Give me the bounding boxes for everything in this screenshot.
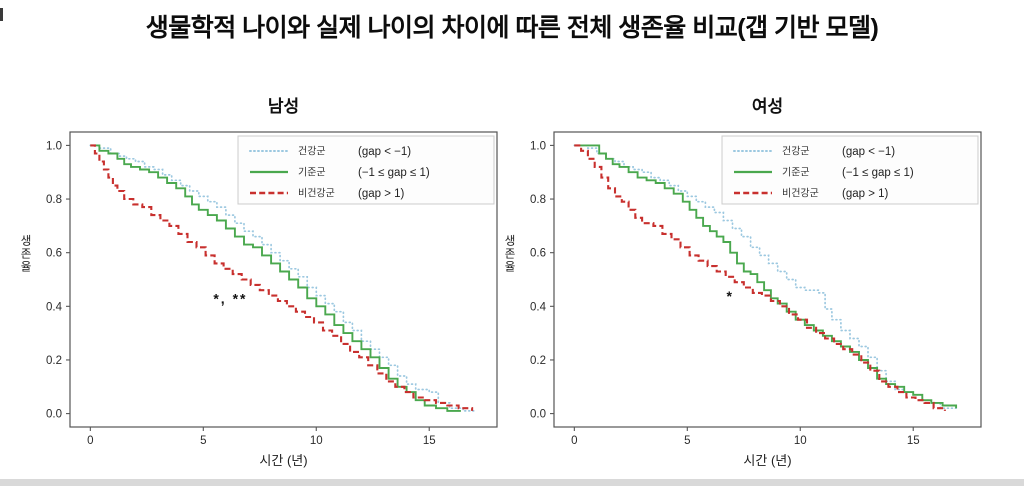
male-chart-title: 남성 <box>267 97 300 116</box>
legend-group-name: 기준군 <box>298 167 326 179</box>
legend: 건강군 (gap < −1) 기준군 (−1 ≤ gap ≤ 1) 비건강군 (gap >… <box>237 135 495 205</box>
legend-gap-condition: (gap < −1) <box>358 146 411 158</box>
significance-annotation: * <box>726 288 733 304</box>
legend-item-reference-group: 기준군 (−1 ≤ gap ≤ 1) <box>250 167 430 179</box>
y-tick-label: 1.0 <box>530 140 546 152</box>
legend-gap-condition: (gap < −1) <box>842 146 895 158</box>
y-tick-label: 0.8 <box>530 194 546 206</box>
unhealthy-group-curve <box>574 144 946 411</box>
x-tick-label: 10 <box>794 435 807 447</box>
healthy-group-curve <box>573 144 957 410</box>
y-tick-label: 0.6 <box>46 248 62 260</box>
legend-gap-condition: (gap > 1) <box>842 188 889 200</box>
legend-group-name: 건강군 <box>782 146 810 158</box>
legend-group-name: 기준군 <box>782 167 810 179</box>
y-tick-label: 0.0 <box>530 409 546 421</box>
page-title: 생물학적 나이와 실제 나이의 차이에 따른 전체 생존율 비교(갭 기반 모델… <box>145 14 879 42</box>
y-tick-label: 1.0 <box>46 140 62 152</box>
reference-group-curve <box>90 144 461 412</box>
legend-item-reference-group: 기준군 (−1 ≤ gap ≤ 1) <box>734 167 914 179</box>
y-tick-label: 0.4 <box>530 301 547 313</box>
healthy-group-curve <box>89 144 478 412</box>
legend-item-healthy-group: 건강군 (gap < −1) <box>732 146 895 158</box>
legend-gap-condition: (−1 ≤ gap ≤ 1) <box>842 167 914 179</box>
y-tick-label: 0.0 <box>46 409 62 421</box>
x-tick-label: 0 <box>571 435 577 447</box>
legend-group-name: 비건강군 <box>782 188 819 200</box>
x-axis-label: 시간 (년) <box>259 453 307 468</box>
x-tick-label: 0 <box>87 435 93 447</box>
legend-item-healthy-group: 건강군 (gap < −1) <box>248 146 411 158</box>
x-tick-label: 15 <box>423 435 436 447</box>
y-tick-label: 0.2 <box>46 355 62 367</box>
legend-gap-condition: (gap > 1) <box>358 188 405 200</box>
unhealthy-group-curve <box>90 144 474 411</box>
male-survival-chart: 남성 0 5 10 15 0.0 0.2 0.4 0.6 0.8 1.0 시간 (년) 생 존 율 건강군 (… <box>0 90 512 476</box>
legend-gap-condition: (−1 ≤ gap ≤ 1) <box>358 167 430 179</box>
bottom-edge-strip <box>0 479 1024 486</box>
male-survival-plot: 0 5 10 15 0.0 0.2 0.4 0.6 0.8 1.0 시간 (년) 생 존 율 건강군 (gap… <box>21 131 498 468</box>
y-tick-label: 0.6 <box>530 248 546 260</box>
plot-frame <box>69 131 498 428</box>
plot-frame <box>553 131 982 428</box>
x-tick-label: 10 <box>310 435 323 447</box>
y-tick-label: 0.8 <box>46 194 62 206</box>
x-axis-label: 시간 (년) <box>743 453 791 468</box>
screen-edge-artifact <box>0 8 3 21</box>
x-tick-label: 5 <box>200 435 206 447</box>
y-tick-label: 0.4 <box>46 301 63 313</box>
y-tick-label: 0.2 <box>530 355 546 367</box>
significance-annotation: *, ** <box>213 291 247 307</box>
legend-group-name: 건강군 <box>298 146 326 158</box>
legend-item-unhealthy-group: 비건강군 (gap > 1) <box>250 188 405 200</box>
legend-group-name: 비건강군 <box>298 188 335 200</box>
female-survival-chart: 여성 0 5 10 15 0.0 0.2 0.4 0.6 0.8 1.0 시간 (년) 생 존 율 건강군 (… <box>484 90 996 476</box>
female-survival-plot: 0 5 10 15 0.0 0.2 0.4 0.6 0.8 1.0 시간 (년) 생 존 율 건강군 (gap… <box>505 131 982 468</box>
x-tick-label: 15 <box>907 435 920 447</box>
legend-item-unhealthy-group: 비건강군 (gap > 1) <box>734 188 889 200</box>
reference-group-curve <box>574 144 958 409</box>
x-tick-label: 5 <box>684 435 690 447</box>
legend: 건강군 (gap < −1) 기준군 (−1 ≤ gap ≤ 1) 비건강군 (gap >… <box>721 135 979 205</box>
female-chart-title: 여성 <box>751 97 784 116</box>
